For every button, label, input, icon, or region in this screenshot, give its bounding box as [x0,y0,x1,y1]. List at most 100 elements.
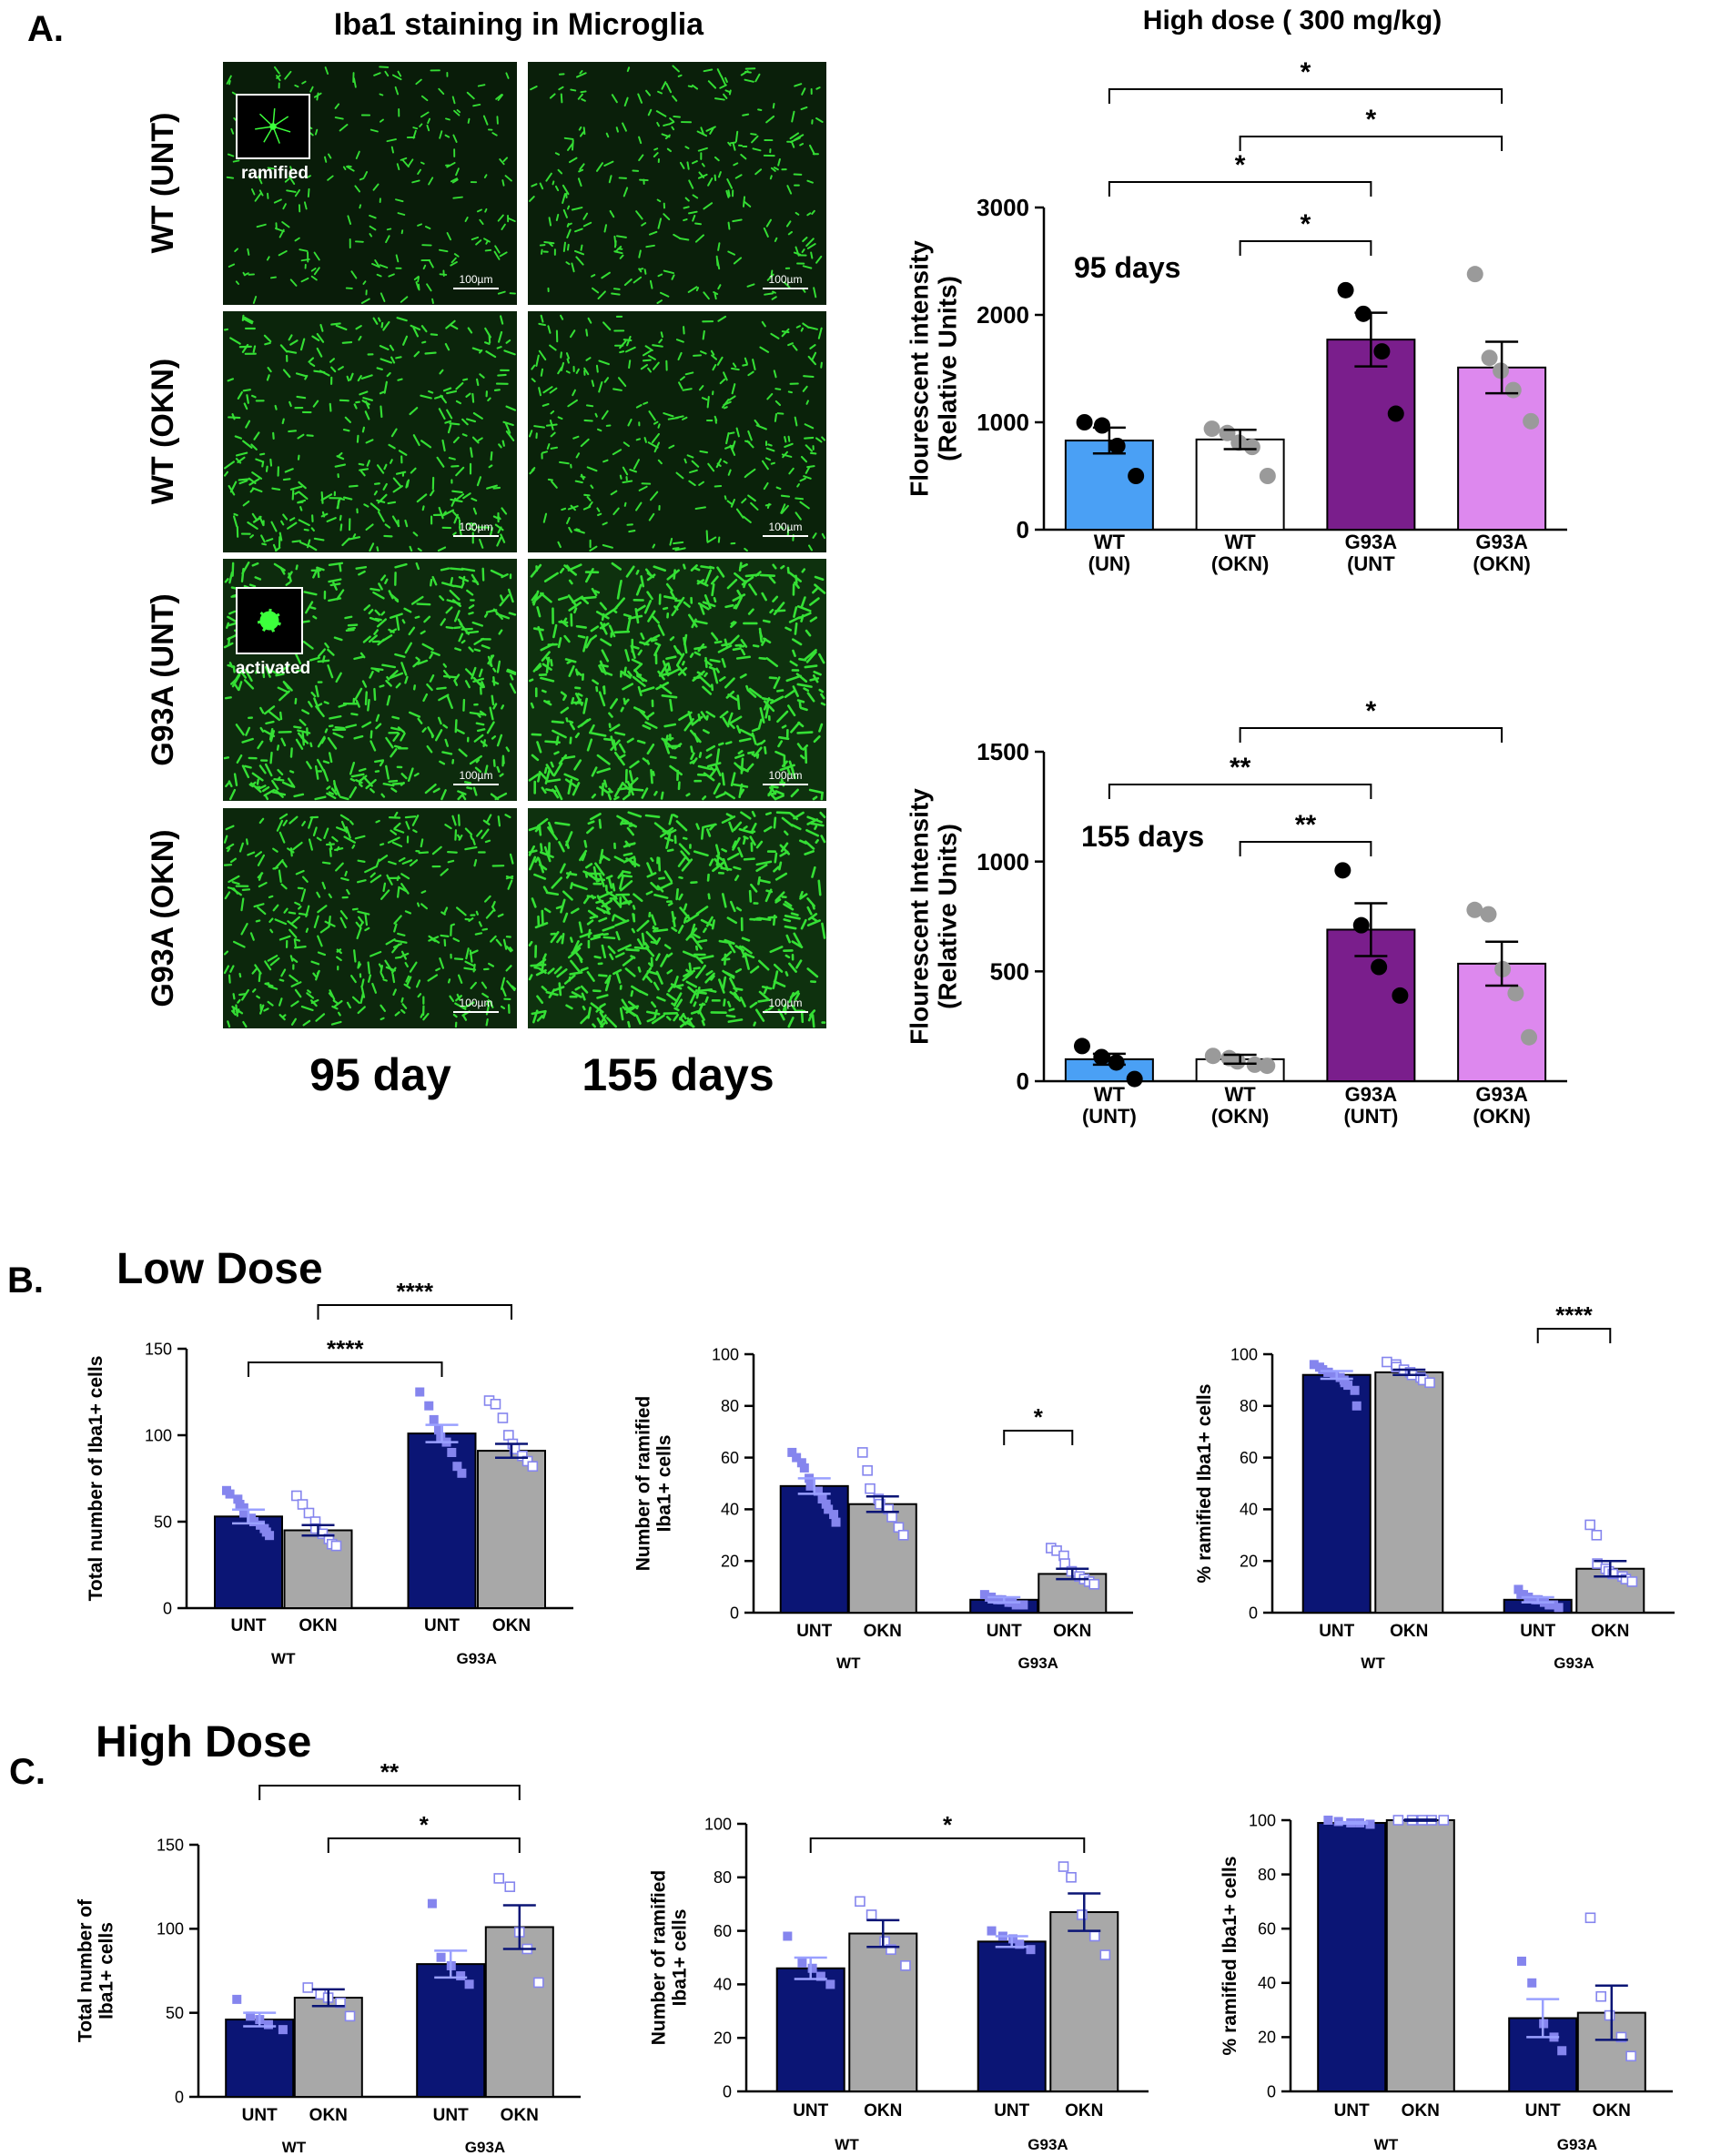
micrograph-process [319,323,324,332]
micrograph-process [779,525,785,530]
micrograph-process [749,917,763,921]
data-point [1066,1872,1077,1883]
micrograph-process [447,851,458,854]
micrograph-process [633,459,640,470]
micrograph-process [583,367,590,376]
micrograph-process [586,919,594,926]
micrograph-process [799,890,804,898]
micrograph-process [497,815,501,827]
micrograph-process [231,413,236,420]
micrograph-process [804,840,815,850]
micrograph-process [615,972,622,984]
micrograph-process [754,73,761,83]
micrograph-process [611,562,622,571]
micrograph-process [781,504,789,514]
micrograph-process [586,738,593,752]
y-tick-label: 20 [1258,2029,1276,2047]
inset-label: activated [236,659,310,678]
micrograph-process [288,815,299,825]
micrograph-process [656,885,664,893]
y-tick-label: 1000 [977,848,1029,876]
micrograph-process [367,974,372,983]
micrograph-process [368,634,378,643]
micrograph-process [536,606,542,618]
micrograph-process [420,630,426,635]
micrograph-process [774,872,788,881]
micrograph-process [735,724,742,734]
micrograph-process [278,935,291,941]
micrograph-process [396,887,400,898]
panel-letter-c: C. [9,1752,46,1792]
micrograph-process [556,935,563,944]
micrograph-process [466,418,477,423]
micrograph-process [753,1021,756,1027]
micrograph-process [818,723,824,733]
micrograph-process [795,574,798,584]
micrograph-cells [528,314,826,552]
micrograph-process [565,192,568,198]
micrograph-process [604,977,612,992]
micrograph-process [607,945,616,955]
micrograph-process [272,904,279,912]
micrograph-process [602,925,615,932]
data-point [1591,1530,1603,1541]
micrograph-process [241,737,254,744]
micrograph-process [324,728,329,734]
micrograph-process [790,912,799,916]
micrograph-process [449,995,455,1003]
y-tick-label: 0 [1017,1068,1029,1095]
micrograph-process [362,280,367,285]
micrograph-process [584,863,593,869]
micrograph-process [379,66,390,68]
micrograph-process [288,400,292,408]
micrograph-process [649,279,653,289]
data-point [527,1461,539,1472]
micrograph-process [608,624,616,638]
micrograph-process [535,664,542,672]
micrograph-process [295,372,308,378]
micrograph-process [364,865,377,874]
micrograph-process [582,221,592,228]
micrograph-process [718,676,726,682]
micrograph-process [231,91,238,96]
micrograph-process [785,934,791,944]
micrograph-process [658,339,663,344]
micrograph-process [571,991,582,998]
micrograph-process [537,625,544,642]
micrograph-process [455,466,465,477]
data-point [1595,1990,1606,2002]
micrograph-process [590,1002,604,1014]
micrograph-process [490,450,493,461]
micrograph-process [380,1004,387,1012]
micrograph-process [573,759,582,771]
micrograph-process [583,419,593,422]
micrograph-process [746,763,754,772]
micrograph-process [447,978,451,984]
micrograph-process [457,974,463,984]
micrograph-process [462,492,471,500]
group-label: WT [271,1650,296,1667]
micrograph-process [642,967,653,981]
micrograph-process [330,322,341,326]
micrograph-process [276,819,284,832]
micrograph-process [624,967,636,977]
micrograph-process [570,907,580,915]
micrograph-process [464,827,473,835]
micrograph-process [476,829,483,837]
micrograph-process [560,620,569,628]
micrograph-process [313,697,320,712]
micrograph-process [409,407,419,416]
micrograph-process [370,667,384,672]
micrograph-process [502,157,509,162]
micrograph-process [611,915,615,922]
micrograph-process [361,721,372,728]
micrograph-process [496,346,502,349]
micrograph-process [251,471,263,480]
micrograph-process [625,947,640,952]
micrograph-process [641,932,645,946]
significance-bracket [258,1785,521,1800]
micrograph-process [492,675,496,686]
micrograph-process [755,840,764,849]
micrograph-process [727,1000,732,1008]
